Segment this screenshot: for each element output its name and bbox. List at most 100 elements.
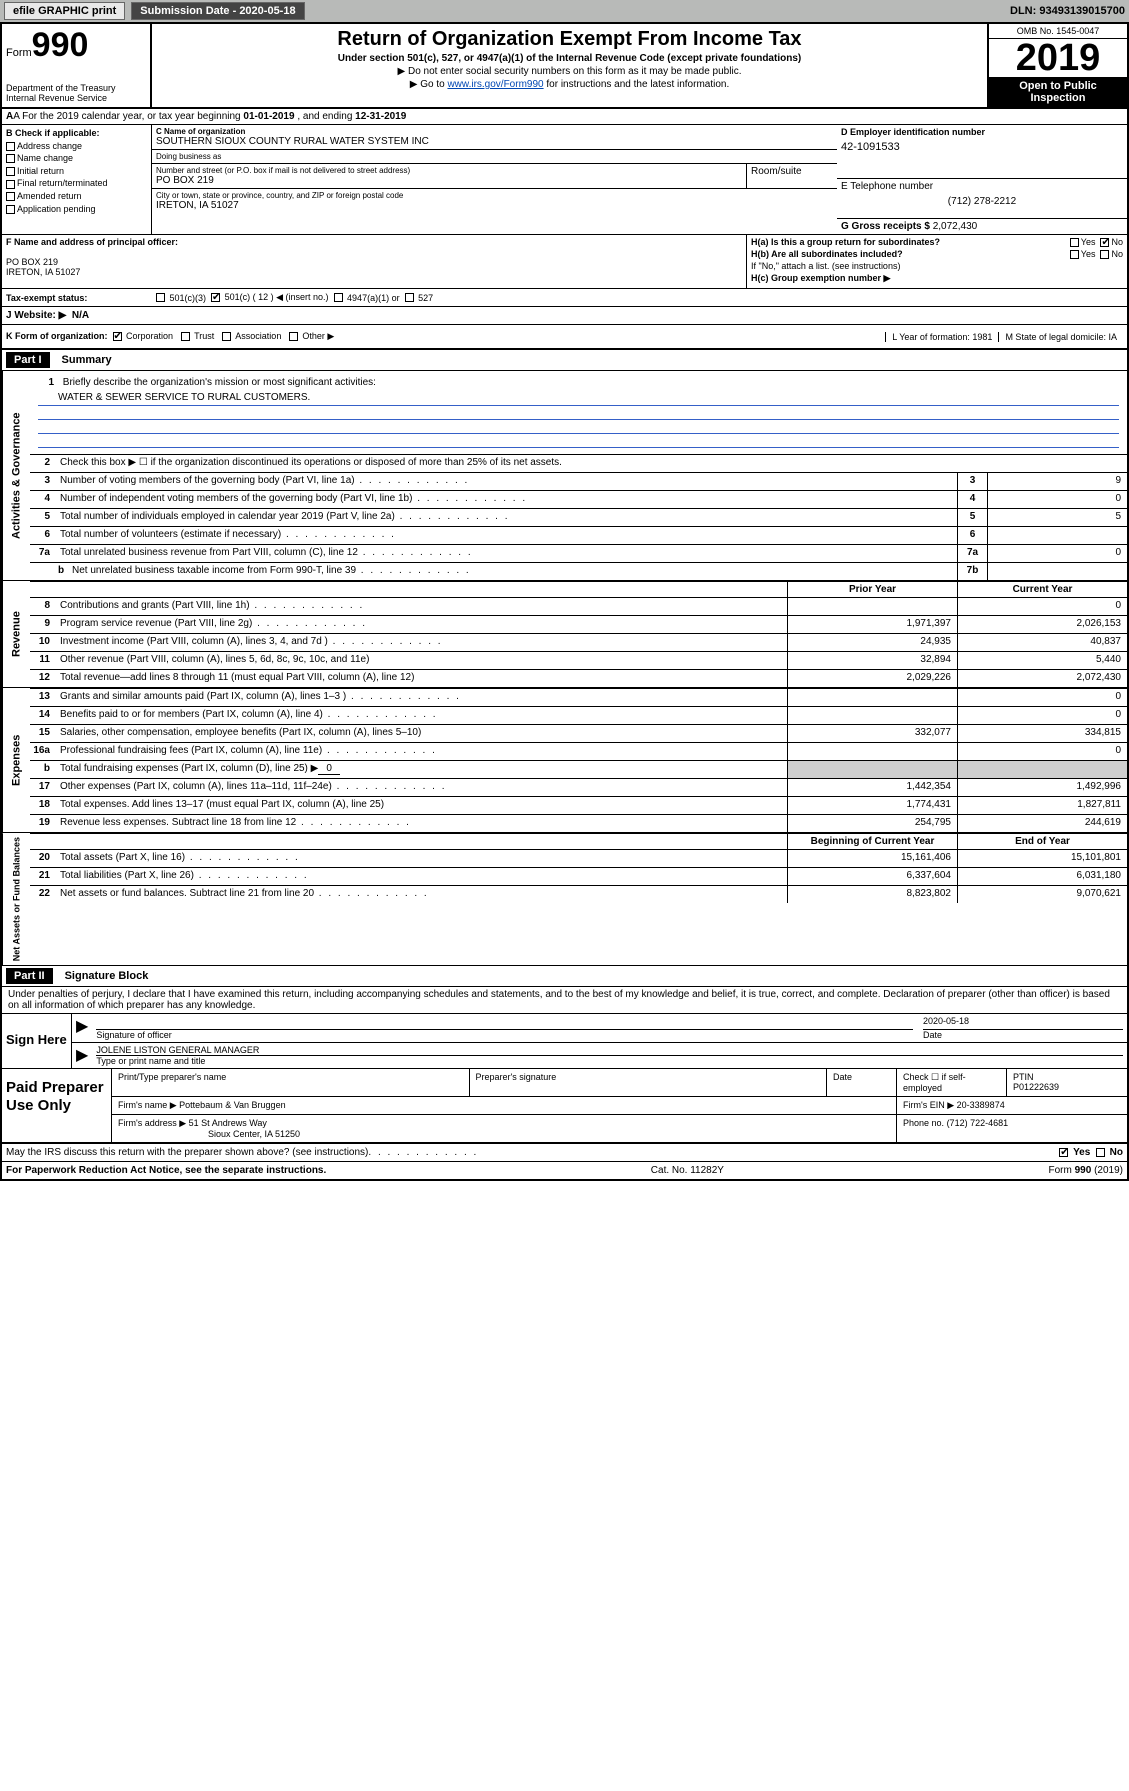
col-begin-year: Beginning of Current Year bbox=[787, 834, 957, 849]
chk-discuss-no[interactable] bbox=[1096, 1148, 1105, 1157]
side-revenue: Revenue bbox=[2, 581, 30, 687]
chk-initial-return[interactable] bbox=[6, 167, 15, 176]
state-domicile: M State of legal domicile: IA bbox=[998, 332, 1123, 342]
gross-receipts-box: G Gross receipts $ 2,072,430 bbox=[837, 219, 1127, 234]
telephone-value: (712) 278-2212 bbox=[841, 192, 1123, 211]
city-box: City or town, state or province, country… bbox=[152, 189, 837, 213]
line-16b: Total fundraising expenses (Part IX, col… bbox=[56, 761, 787, 778]
chk-app-pending[interactable] bbox=[6, 205, 15, 214]
org-name: SOUTHERN SIOUX COUNTY RURAL WATER SYSTEM… bbox=[156, 136, 833, 147]
arrow-icon: ▶ bbox=[76, 1045, 88, 1066]
note-ssn: ▶ Do not enter social security numbers o… bbox=[156, 66, 983, 77]
side-activities: Activities & Governance bbox=[2, 371, 30, 580]
prep-sig-lbl: Preparer's signature bbox=[470, 1069, 828, 1096]
chk-trust[interactable] bbox=[181, 332, 190, 341]
val-5: 5 bbox=[987, 509, 1127, 526]
revenue-block: Revenue Prior YearCurrent Year 8Contribu… bbox=[2, 581, 1127, 688]
form-label: Form bbox=[6, 47, 32, 59]
room-suite: Room/suite bbox=[747, 164, 837, 188]
chk-hb-no[interactable] bbox=[1100, 250, 1109, 259]
row-i-tax-status: Tax-exempt status: 501(c)(3) 501(c) ( 12… bbox=[2, 289, 1127, 307]
chk-hb-yes[interactable] bbox=[1070, 250, 1079, 259]
box-f-officer: F Name and address of principal officer:… bbox=[2, 235, 747, 288]
val-4: 0 bbox=[987, 491, 1127, 508]
pra-notice: For Paperwork Reduction Act Notice, see … bbox=[6, 1165, 326, 1176]
section-f-h: F Name and address of principal officer:… bbox=[2, 235, 1127, 289]
chk-527[interactable] bbox=[405, 293, 414, 302]
chk-name-change[interactable] bbox=[6, 154, 15, 163]
line-3: Number of voting members of the governin… bbox=[56, 473, 957, 490]
line-17: Other expenses (Part IX, column (A), lin… bbox=[56, 779, 787, 796]
header-right: OMB No. 1545-0047 2019 Open to Public In… bbox=[987, 24, 1127, 107]
chk-corp[interactable] bbox=[113, 332, 122, 341]
chk-501c[interactable] bbox=[211, 293, 220, 302]
part-i-header: Part I Summary bbox=[2, 350, 1127, 371]
header-left: Form990 Department of the Treasury Inter… bbox=[2, 24, 152, 107]
efile-button[interactable]: efile GRAPHIC print bbox=[4, 2, 125, 20]
firm-name: Pottebaum & Van Bruggen bbox=[179, 1100, 285, 1110]
ein-value: 42-1091533 bbox=[841, 137, 1123, 157]
dba-box: Doing business as bbox=[152, 150, 837, 164]
chk-address-change[interactable] bbox=[6, 142, 15, 151]
chk-assoc[interactable] bbox=[222, 332, 231, 341]
line-7a: Total unrelated business revenue from Pa… bbox=[56, 545, 957, 562]
part-ii-header: Part II Signature Block bbox=[2, 966, 1127, 987]
note-link: ▶ Go to www.irs.gov/Form990 for instruct… bbox=[156, 79, 983, 90]
activities-governance-block: Activities & Governance 1 Briefly descri… bbox=[2, 371, 1127, 581]
website-value: N/A bbox=[72, 310, 89, 321]
mission-text: WATER & SEWER SERVICE TO RURAL CUSTOMERS… bbox=[38, 392, 1119, 406]
prep-self-emp: Check ☐ if self-employed bbox=[897, 1069, 1007, 1096]
val-6 bbox=[987, 527, 1127, 544]
signature-section: Sign Here ▶ Signature of officer 2020-05… bbox=[2, 1014, 1127, 1069]
form-title: Return of Organization Exempt From Incom… bbox=[156, 28, 983, 51]
firm-city: Sioux Center, IA 51250 bbox=[208, 1129, 300, 1139]
chk-amended[interactable] bbox=[6, 192, 15, 201]
col-b-header: B Check if applicable: bbox=[6, 128, 100, 138]
perjury-text: Under penalties of perjury, I declare th… bbox=[2, 987, 1127, 1014]
col-prior-year: Prior Year bbox=[787, 582, 957, 597]
chk-final-return[interactable] bbox=[6, 180, 15, 189]
paid-preparer-section: Paid Preparer Use Only Print/Type prepar… bbox=[2, 1069, 1127, 1144]
form-footer-label: Form 990 (2019) bbox=[1049, 1165, 1123, 1176]
line-20: Total assets (Part X, line 16) bbox=[56, 850, 787, 867]
col-d-e-g: D Employer identification number 42-1091… bbox=[837, 125, 1127, 234]
dept-label: Department of the Treasury bbox=[6, 83, 146, 93]
line-4: Number of independent voting members of … bbox=[56, 491, 957, 508]
val-7b bbox=[987, 563, 1127, 580]
line-8: Contributions and grants (Part VIII, lin… bbox=[56, 598, 787, 615]
prep-date-lbl: Date bbox=[827, 1069, 897, 1096]
chk-discuss-yes[interactable] bbox=[1059, 1148, 1068, 1157]
chk-4947[interactable] bbox=[334, 293, 343, 302]
dln-label: DLN: 93493139015700 bbox=[1010, 5, 1125, 17]
chk-other[interactable] bbox=[289, 332, 298, 341]
line-14: Benefits paid to or for members (Part IX… bbox=[56, 707, 787, 724]
arrow-icon: ▶ bbox=[76, 1016, 88, 1040]
col-b-checkboxes: B Check if applicable: Address change Na… bbox=[2, 125, 152, 234]
form-number: 990 bbox=[32, 26, 89, 64]
irs-link[interactable]: www.irs.gov/Form990 bbox=[447, 79, 543, 90]
signature-label: Signature of officer bbox=[96, 1030, 913, 1040]
form-header: Form990 Department of the Treasury Inter… bbox=[2, 24, 1127, 109]
col-current-year: Current Year bbox=[957, 582, 1127, 597]
chk-501c3[interactable] bbox=[156, 293, 165, 302]
telephone-box: E Telephone number (712) 278-2212 bbox=[837, 179, 1127, 219]
sign-here-label: Sign Here bbox=[2, 1014, 72, 1068]
lbl-org-name: C Name of organization bbox=[156, 127, 833, 136]
line-16a: Professional fundraising fees (Part IX, … bbox=[56, 743, 787, 760]
line-9: Program service revenue (Part VIII, line… bbox=[56, 616, 787, 633]
chk-ha-no[interactable] bbox=[1100, 238, 1109, 247]
chk-ha-yes[interactable] bbox=[1070, 238, 1079, 247]
submission-date-button[interactable]: Submission Date - 2020-05-18 bbox=[131, 2, 304, 20]
row-a-period: AA For the 2019 calendar year, or tax ye… bbox=[2, 109, 1127, 125]
header-mid: Return of Organization Exempt From Incom… bbox=[152, 24, 987, 107]
year-formation: L Year of formation: 1981 bbox=[885, 332, 998, 342]
form-subtitle: Under section 501(c), 527, or 4947(a)(1)… bbox=[156, 53, 983, 64]
col-c-name-addr: C Name of organization SOUTHERN SIOUX CO… bbox=[152, 125, 837, 234]
line-7b: Net unrelated business taxable income fr… bbox=[68, 563, 957, 580]
firm-phone: (712) 722-4681 bbox=[947, 1118, 1009, 1128]
addr-box: Number and street (or P.O. box if mail i… bbox=[152, 164, 747, 188]
line-21: Total liabilities (Part X, line 26) bbox=[56, 868, 787, 885]
line-18: Total expenses. Add lines 13–17 (must eq… bbox=[56, 797, 787, 814]
top-toolbar: efile GRAPHIC print Submission Date - 20… bbox=[0, 0, 1129, 22]
line-12: Total revenue—add lines 8 through 11 (mu… bbox=[56, 670, 787, 687]
